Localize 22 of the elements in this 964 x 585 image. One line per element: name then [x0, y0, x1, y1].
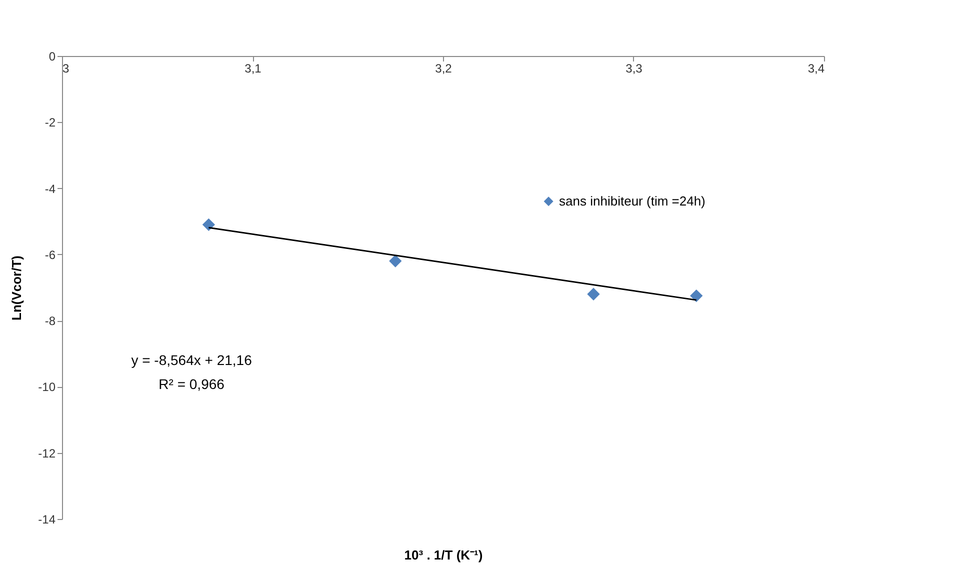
y-tick-label: -4 [44, 182, 56, 196]
point [587, 288, 600, 300]
x-tick-label: 3,3 [626, 62, 643, 76]
y-tick-label: -6 [44, 248, 56, 262]
x-tick-label: 3,2 [435, 62, 452, 76]
legend-label: sans inhibiteur (tim =24h) [559, 193, 706, 208]
annotation: R² = 0,966 [158, 376, 225, 392]
y-tick-label: -2 [44, 116, 56, 130]
y-tick-label: -10 [38, 380, 56, 394]
y-tick-label: -12 [38, 446, 56, 460]
point [690, 289, 703, 302]
point [202, 218, 216, 231]
x-tick-label: 3 [62, 62, 70, 76]
y-tick-label: -8 [44, 314, 56, 328]
annotation: y = -8,564x + 21,16 [131, 352, 252, 368]
x-tick-label: 3,4 [808, 62, 825, 76]
x-tick-label: 3,1 [244, 62, 262, 76]
y-axis-title: Ln(Vcor/T) [9, 256, 24, 320]
y-tick-label: -14 [38, 512, 56, 526]
y-tick-label: 0 [48, 50, 56, 64]
x-axis-title: 10³ . 1/T (K⁻¹) [404, 548, 483, 562]
point [389, 254, 402, 268]
